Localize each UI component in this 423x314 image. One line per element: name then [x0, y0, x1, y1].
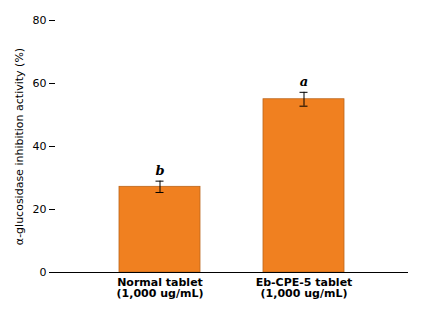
svg-text:α-glucosidase inhibition activ: α-glucosidase inhibition activity (%) [13, 48, 26, 245]
svg-text:a: a [300, 74, 308, 89]
svg-text:Normal tablet(1,000 ug/mL): Normal tablet(1,000 ug/mL) [117, 276, 204, 300]
svg-text:20: 20 [33, 203, 47, 216]
svg-text:40: 40 [33, 140, 47, 153]
svg-text:Eb-CPE-5 tablet(1,000 ug/mL): Eb-CPE-5 tablet(1,000 ug/mL) [256, 276, 353, 300]
svg-text:0: 0 [40, 266, 47, 279]
svg-text:80: 80 [33, 14, 47, 27]
svg-text:b: b [155, 163, 164, 178]
svg-text:60: 60 [33, 77, 47, 90]
